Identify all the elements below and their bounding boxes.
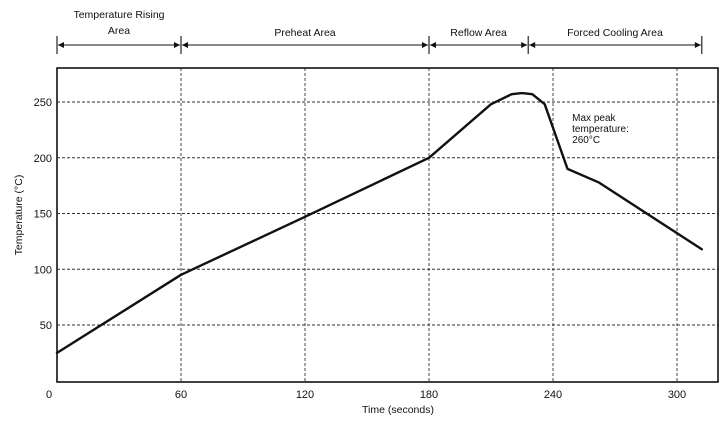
annotation-line-0: Max peak (572, 113, 616, 124)
zone-label-0-line-0: Temperature Rising (73, 9, 164, 21)
zone-arrow-right-2 (521, 42, 528, 48)
x-tick-label-180: 180 (420, 389, 438, 401)
y-tick-label-200: 200 (34, 153, 52, 165)
y-tick-label-100: 100 (34, 264, 52, 276)
y-tick-labels: 50 100 150 200 250 (34, 97, 52, 332)
zone-arrow-left-2 (430, 42, 436, 48)
x-tick-label-300: 300 (668, 389, 686, 401)
x-tick-label-0: 0 (46, 389, 52, 401)
zone-arrow-left-0 (58, 42, 64, 48)
zone-label-3: Forced Cooling Area (567, 27, 663, 39)
annotation-line-1: temperature: (572, 124, 629, 135)
x-axis-title: Time (seconds) (362, 404, 434, 416)
annotation-line-2: 260°C (572, 135, 600, 146)
x-tick-label-60: 60 (175, 389, 187, 401)
temperature-curve (55, 91, 703, 355)
y-axis-title: Temperature (°C) (13, 175, 25, 256)
plot-frame (56, 67, 719, 383)
zone-arrow-right-3 (694, 42, 701, 48)
zone-arrow-left-1 (182, 42, 188, 48)
zone-arrow-right-1 (422, 42, 428, 48)
x-tick-label-240: 240 (544, 389, 562, 401)
x-tick-labels: 0 60 120 180 240 300 (46, 389, 686, 401)
y-tick-label-250: 250 (34, 97, 52, 109)
zone-label-1: Preheat Area (274, 27, 335, 39)
zone-bar: Temperature Rising Area Preheat Area Reflow… (56, 9, 703, 54)
x-tick-label-120: 120 (296, 389, 314, 401)
zone-label-0-line-1: Area (108, 25, 130, 37)
zone-arrow-left-3 (529, 42, 536, 48)
grid-lines (57, 68, 718, 382)
zone-arrow-right-0 (174, 42, 180, 48)
y-tick-label-150: 150 (34, 209, 52, 221)
zone-label-2: Reflow Area (450, 27, 507, 39)
y-tick-label-50: 50 (40, 320, 52, 332)
